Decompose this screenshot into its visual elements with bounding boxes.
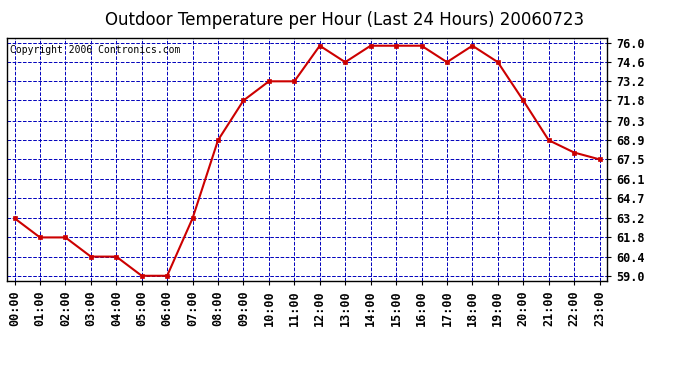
Text: Copyright 2006 Contronics.com: Copyright 2006 Contronics.com bbox=[10, 45, 180, 55]
Text: Outdoor Temperature per Hour (Last 24 Hours) 20060723: Outdoor Temperature per Hour (Last 24 Ho… bbox=[106, 11, 584, 29]
